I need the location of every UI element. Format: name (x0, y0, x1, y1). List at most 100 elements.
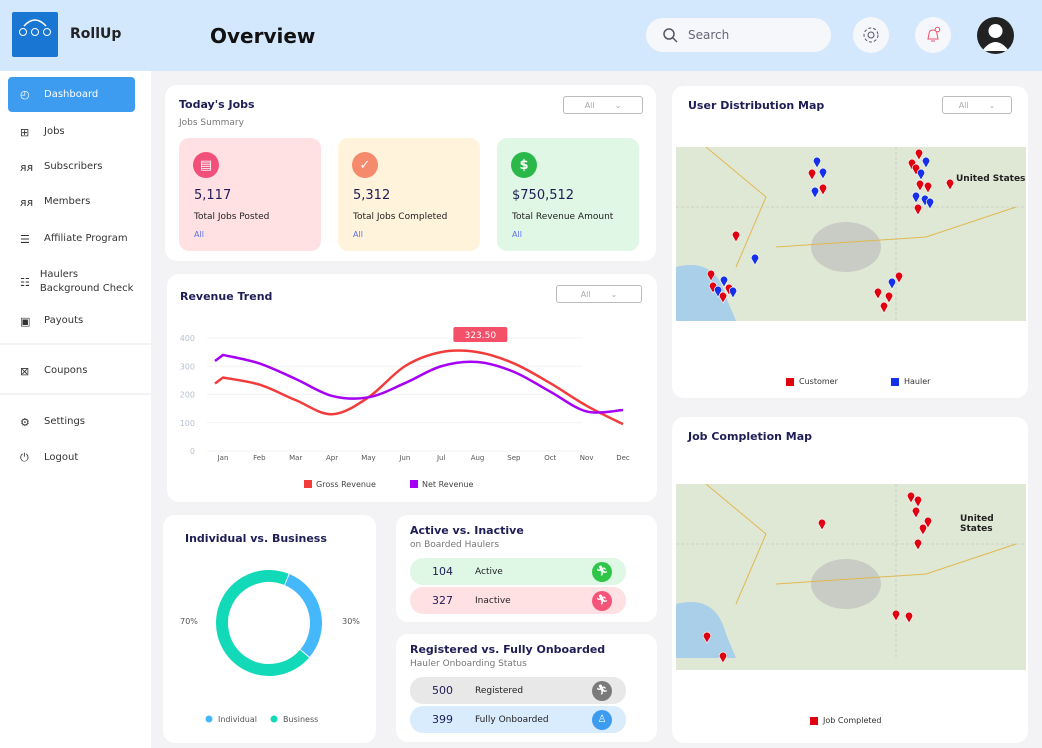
card-title: Individual vs. Business (185, 532, 327, 545)
user-map[interactable]: United States (676, 147, 1026, 321)
customer-pin-icon[interactable] (907, 491, 915, 504)
row-label: Registered (475, 685, 524, 696)
runner-icon: 🏃︎ (592, 561, 612, 582)
donut-chart: 30% Individual 70% Business (180, 570, 360, 724)
customer-pin-icon[interactable] (719, 651, 727, 664)
settings-button[interactable] (853, 17, 889, 53)
customer-pin-icon[interactable] (905, 611, 913, 624)
customer-pin-icon[interactable] (707, 269, 715, 282)
customer-pin-icon[interactable] (914, 203, 922, 216)
sidebar-item-settings[interactable]: ⚙ Settings (8, 405, 135, 439)
customer-pin-icon[interactable] (880, 301, 888, 314)
status-row: 104 Active 🏃︎ (410, 558, 626, 585)
logo[interactable] (12, 12, 58, 57)
hauler-pin-icon[interactable] (888, 277, 896, 290)
tooltip-value: 323.50 (465, 331, 497, 341)
legend-dot (270, 715, 278, 723)
hauler-pin-icon[interactable] (729, 286, 737, 299)
legend-label: Job Completed (823, 716, 882, 725)
customer-pin-icon[interactable] (732, 230, 740, 243)
customer-pin-icon[interactable] (892, 609, 900, 622)
revenue-line-chart: 0 100 200 300 400 Jan Feb Mar Apr May Jun Jul Aug Sep… (180, 327, 630, 489)
customer-pin-icon[interactable] (924, 181, 932, 194)
customer-pin-icon[interactable] (915, 148, 923, 161)
y-tick-label: 100 (180, 419, 195, 428)
x-tick-label: Mar (289, 454, 302, 462)
customer-pin-icon[interactable] (808, 168, 816, 181)
sidebar-item-affiliate-program[interactable]: ☰ Affiliate Program (8, 222, 135, 256)
hauler-pin-icon[interactable] (926, 197, 934, 210)
stat-value: 5,312 (353, 188, 391, 203)
filter-dropdown[interactable]: All ⌄ (556, 285, 642, 303)
legend-swatch (786, 377, 794, 386)
tooltip (453, 327, 508, 342)
brand-name: RollUp (70, 26, 122, 42)
job-map[interactable]: United States (676, 484, 1026, 670)
notifications-button[interactable] (915, 17, 951, 53)
slice-label: 30% (342, 617, 360, 626)
sidebar-item-label: Jobs (44, 126, 65, 137)
sidebar-item-dashboard[interactable]: ◴ Dashboard (8, 77, 135, 112)
row-label: Inactive (475, 595, 511, 606)
sidebar-item-subscribers[interactable]: ᴙᴙ Subscribers (8, 150, 135, 184)
filter-dropdown[interactable]: All ⌄ (942, 96, 1012, 114)
document-icon: ▤ (193, 152, 219, 178)
stat-link[interactable]: All (353, 230, 363, 239)
revenue-trend-card: Revenue Trend All ⌄ 0 100 200 300 400 Jan Feb Ma… (167, 274, 657, 502)
search-placeholder: Search (688, 28, 730, 42)
row-value: 399 (432, 713, 453, 726)
legend-label: Individual (218, 715, 257, 724)
x-tick-label: Oct (544, 454, 556, 462)
hauler-pin-icon[interactable] (751, 253, 759, 266)
stat-card: ✓ 5,312 Total Jobs Completed All (338, 138, 480, 251)
stat-label: Total Jobs Posted (194, 212, 270, 222)
page-title: Overview (210, 24, 316, 48)
customer-pin-icon[interactable] (914, 538, 922, 551)
checklist-icon: ☷ (20, 275, 30, 289)
legend-dot (205, 715, 213, 723)
hauler-pin-icon[interactable] (811, 186, 819, 199)
customer-pin-icon[interactable] (819, 183, 827, 196)
stat-value: 5,117 (194, 188, 232, 203)
customer-pin-icon[interactable] (874, 287, 882, 300)
sidebar-item-coupons[interactable]: ⊠ Coupons (8, 354, 135, 388)
customer-pin-icon[interactable] (919, 523, 927, 536)
y-tick-label: 300 (180, 362, 195, 371)
customer-pin-icon[interactable] (818, 518, 826, 531)
sidebar-item-jobs[interactable]: ⊞ Jobs (8, 115, 135, 149)
customer-pin-icon[interactable] (912, 163, 920, 176)
customer-pin-icon[interactable] (908, 158, 916, 171)
customer-pin-icon[interactable] (912, 506, 920, 519)
row-value: 500 (432, 684, 453, 697)
stat-link[interactable]: All (512, 230, 522, 239)
hauler-pin-icon[interactable] (922, 156, 930, 169)
customer-pin-icon[interactable] (914, 495, 922, 508)
legend-swatch (410, 480, 418, 488)
search-input[interactable]: Search (646, 18, 831, 52)
hauler-pin-icon[interactable] (917, 168, 925, 181)
filter-dropdown[interactable]: All ⌄ (563, 96, 643, 114)
hauler-pin-icon[interactable] (714, 285, 722, 298)
stat-link[interactable]: All (194, 230, 204, 239)
customer-pin-icon[interactable] (946, 178, 954, 191)
customer-pin-icon[interactable] (885, 291, 893, 304)
hauler-pin-icon[interactable] (912, 191, 920, 204)
sidebar-item-members[interactable]: ᴙᴙ Members (8, 185, 135, 219)
card-title: User Distribution Map (688, 99, 825, 112)
sidebar-item-logout[interactable]: ⏻ Logout (8, 441, 135, 475)
customer-pin-icon[interactable] (719, 291, 727, 304)
customer-pin-icon[interactable] (916, 179, 924, 192)
customer-pin-icon[interactable] (703, 631, 711, 644)
customer-pin-icon[interactable] (895, 271, 903, 284)
hauler-pin-icon[interactable] (720, 275, 728, 288)
hauler-pin-icon[interactable] (819, 167, 827, 180)
runner-icon: 🏃︎ (592, 590, 612, 611)
chevron-down-icon: ⌄ (614, 100, 622, 110)
customer-pin-icon[interactable] (924, 516, 932, 529)
x-tick-label: May (361, 454, 375, 462)
sidebar-item-haulers-background-check[interactable]: ☷ Haulers Background Check (8, 262, 135, 302)
donut-slice-business (216, 570, 310, 676)
avatar[interactable] (977, 17, 1014, 54)
sidebar-item-payouts[interactable]: ▣ Payouts (8, 304, 135, 338)
hauler-pin-icon[interactable] (813, 156, 821, 169)
